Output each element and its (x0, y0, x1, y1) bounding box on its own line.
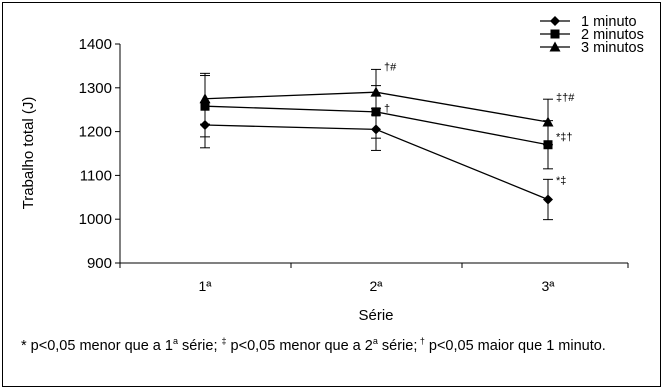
legend-marker (550, 16, 560, 26)
y-axis-label: Trabalho total (J) (20, 97, 37, 210)
significance-marker: ‡†# (556, 92, 575, 104)
x-tick-label: 3ª (542, 278, 556, 294)
legend-marker (549, 41, 561, 52)
legend-label: 3 minutos (581, 40, 644, 56)
data-point (370, 86, 382, 97)
y-tick-label: 1300 (79, 80, 112, 97)
figure-frame: 900 1000 1100 1200 1300 1400 1ª 2ª 3ª Série Trabal… (2, 2, 661, 387)
y-tick-label: 1400 (79, 36, 112, 53)
y-tick-label: 1100 (80, 167, 112, 184)
legend-label: 2 minutos (581, 27, 644, 43)
significance-marker: *‡† (556, 131, 573, 143)
data-point (543, 194, 553, 205)
y-tick-label: 1000 (79, 211, 112, 228)
figure-caption: * p<0,05 menor que a 1a série; ‡ p<0,05 … (21, 336, 606, 354)
y-tick-label: 900 (87, 255, 112, 272)
legend-marker (550, 29, 560, 39)
significance-marker: † (384, 103, 390, 115)
x-tick-label: 2ª (370, 278, 384, 294)
legend-label: 1 minuto (581, 14, 637, 30)
significance-marker: *‡ (556, 175, 566, 187)
data-point (199, 93, 211, 104)
y-tick-label: 1200 (79, 124, 112, 141)
significance-marker: †# (384, 61, 397, 73)
x-axis-label: Série (358, 307, 393, 324)
data-point (542, 116, 554, 127)
x-tick-label: 1ª (199, 278, 213, 294)
line-chart: 900 1000 1100 1200 1300 1400 1ª 2ª 3ª Série Trabal… (20, 14, 644, 324)
